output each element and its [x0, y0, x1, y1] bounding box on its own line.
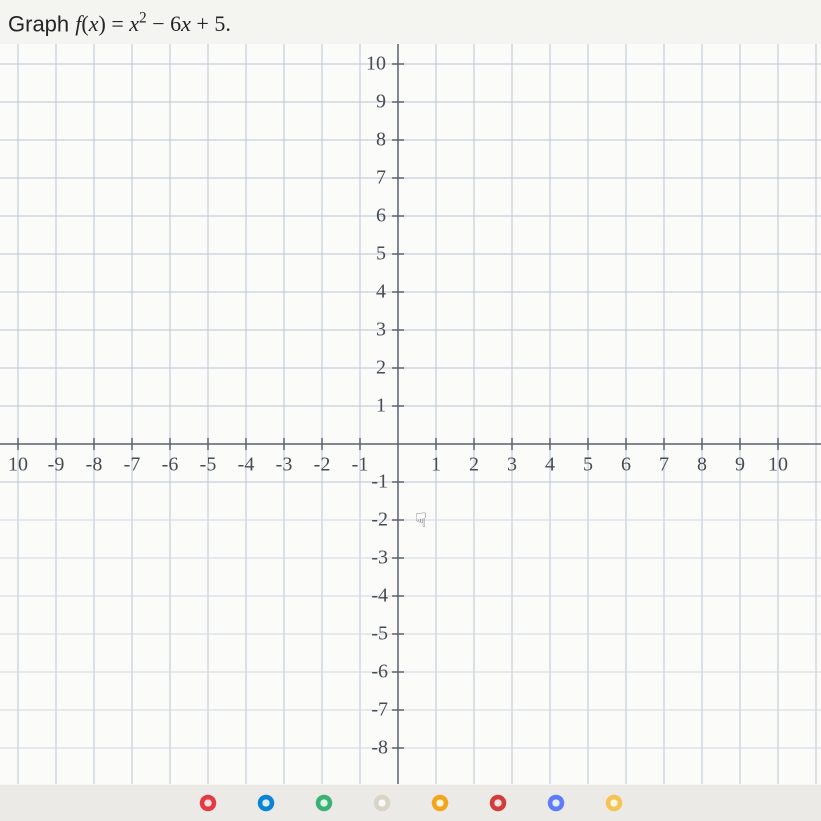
globe-icon[interactable] [312, 791, 336, 815]
drive-icon[interactable] [602, 791, 626, 815]
axis-label: 6 [376, 205, 386, 227]
term1-exp: 2 [139, 10, 147, 27]
opera-icon[interactable] [196, 791, 220, 815]
prompt-label: Graph [8, 11, 69, 36]
axis-label: -7 [371, 699, 388, 721]
gmail-icon[interactable] [486, 791, 510, 815]
plus: + [191, 11, 214, 36]
axis-label: -8 [371, 737, 388, 759]
minus: − [147, 11, 170, 36]
axis-label: -2 [314, 454, 331, 476]
edge-icon[interactable] [254, 791, 278, 815]
axis-label: 10 [366, 53, 386, 75]
blank-icon[interactable] [370, 791, 394, 815]
chrome-icon[interactable] [428, 791, 452, 815]
axis-label: 10 [8, 454, 28, 476]
paren-close: ) [99, 11, 106, 36]
axis-label: 2 [469, 454, 479, 476]
axis-label: 5 [583, 454, 593, 476]
axis-label: 2 [376, 357, 386, 379]
axis-label: 7 [659, 454, 669, 476]
axis-label: 9 [735, 454, 745, 476]
const: 5 [214, 11, 225, 36]
axis-label: -1 [352, 454, 369, 476]
eq-sign: = [106, 11, 129, 36]
term1-var: x [129, 11, 139, 36]
axis-label: 5 [376, 243, 386, 265]
coordinate-plane[interactable]: 10 -9 -8 -7 -6 -5 -4 -3 -2 -1 1 2 3 4 5 6 7 8 9 10 1 2 3 4 5 6 7 8 9… [0, 44, 821, 784]
term2-coef: 6 [170, 11, 181, 36]
paren-open: ( [81, 11, 88, 36]
axis-label: -5 [371, 623, 388, 645]
question-prompt: Graph f(x) = x2 − 6x + 5. [8, 10, 231, 37]
period: . [225, 11, 231, 36]
axis-label: -3 [276, 454, 293, 476]
fn-var: x [89, 11, 99, 36]
axis-label: 4 [376, 281, 386, 303]
axis-label: 4 [545, 454, 555, 476]
axis-label: 8 [376, 129, 386, 151]
axis-label: 8 [697, 454, 707, 476]
axis-label: 7 [376, 167, 386, 189]
axis-label: -4 [238, 454, 255, 476]
axis-label: 6 [621, 454, 631, 476]
axis-label: 1 [431, 454, 441, 476]
axis-label: 3 [507, 454, 517, 476]
axis-label: -6 [162, 454, 179, 476]
term2-var: x [181, 11, 191, 36]
axis-label: 9 [376, 91, 386, 113]
grid-svg: 10 -9 -8 -7 -6 -5 -4 -3 -2 -1 1 2 3 4 5 6 7 8 9 10 1 2 3 4 5 6 7 8 9… [0, 44, 821, 784]
axis-label: -1 [371, 471, 388, 493]
axis-label: -9 [48, 454, 65, 476]
axis-label: 10 [768, 454, 788, 476]
axis-label: -7 [124, 454, 141, 476]
axis-label: -3 [371, 547, 388, 569]
axis-label: -2 [371, 509, 388, 531]
axis-label: -6 [371, 661, 388, 683]
axis-label: -5 [200, 454, 217, 476]
axis-label: 1 [376, 395, 386, 417]
axis-label: -8 [86, 454, 103, 476]
app-icon[interactable] [544, 791, 568, 815]
axis-label: 3 [376, 319, 386, 341]
axis-label: -4 [371, 585, 388, 607]
taskbar [0, 785, 821, 821]
